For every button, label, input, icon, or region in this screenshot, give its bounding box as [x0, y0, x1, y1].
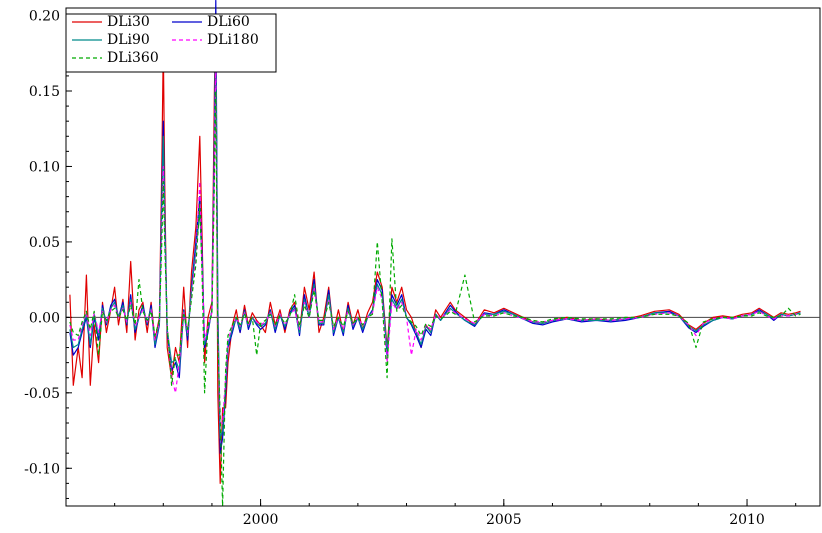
- series-group: [69, 0, 801, 507]
- legend-label: DLi60: [207, 14, 250, 30]
- y-tick-label: -0.10: [24, 461, 60, 477]
- legend-label: DLi360: [107, 50, 159, 66]
- x-tick-label: 2005: [486, 512, 522, 528]
- x-tick-label: 2010: [729, 512, 765, 528]
- y-axis: -0.10 -0.05 0.00 0.05 0.10 0.15 0.20: [24, 9, 72, 499]
- y-tick-label: -0.05: [24, 386, 60, 402]
- y-tick-label: 0.05: [29, 235, 60, 251]
- legend-box: [65, 13, 277, 73]
- legend-label: DLi90: [107, 32, 150, 48]
- y-tick-label: 0.00: [29, 310, 60, 326]
- y-tick-label: 0.20: [29, 9, 60, 25]
- legend-label: DLi180: [207, 32, 259, 48]
- x-tick-label: 2000: [243, 512, 279, 528]
- x-axis: 2000 2005 2010: [114, 499, 797, 528]
- legend: DLi30 DLi60 DLi90 DLi180 DLi360: [65, 13, 277, 73]
- y-tick-label: 0.15: [29, 84, 60, 100]
- legend-label: DLi30: [107, 14, 150, 30]
- series-line-dli180: [69, 60, 801, 424]
- y-tick-label: 0.10: [29, 159, 60, 175]
